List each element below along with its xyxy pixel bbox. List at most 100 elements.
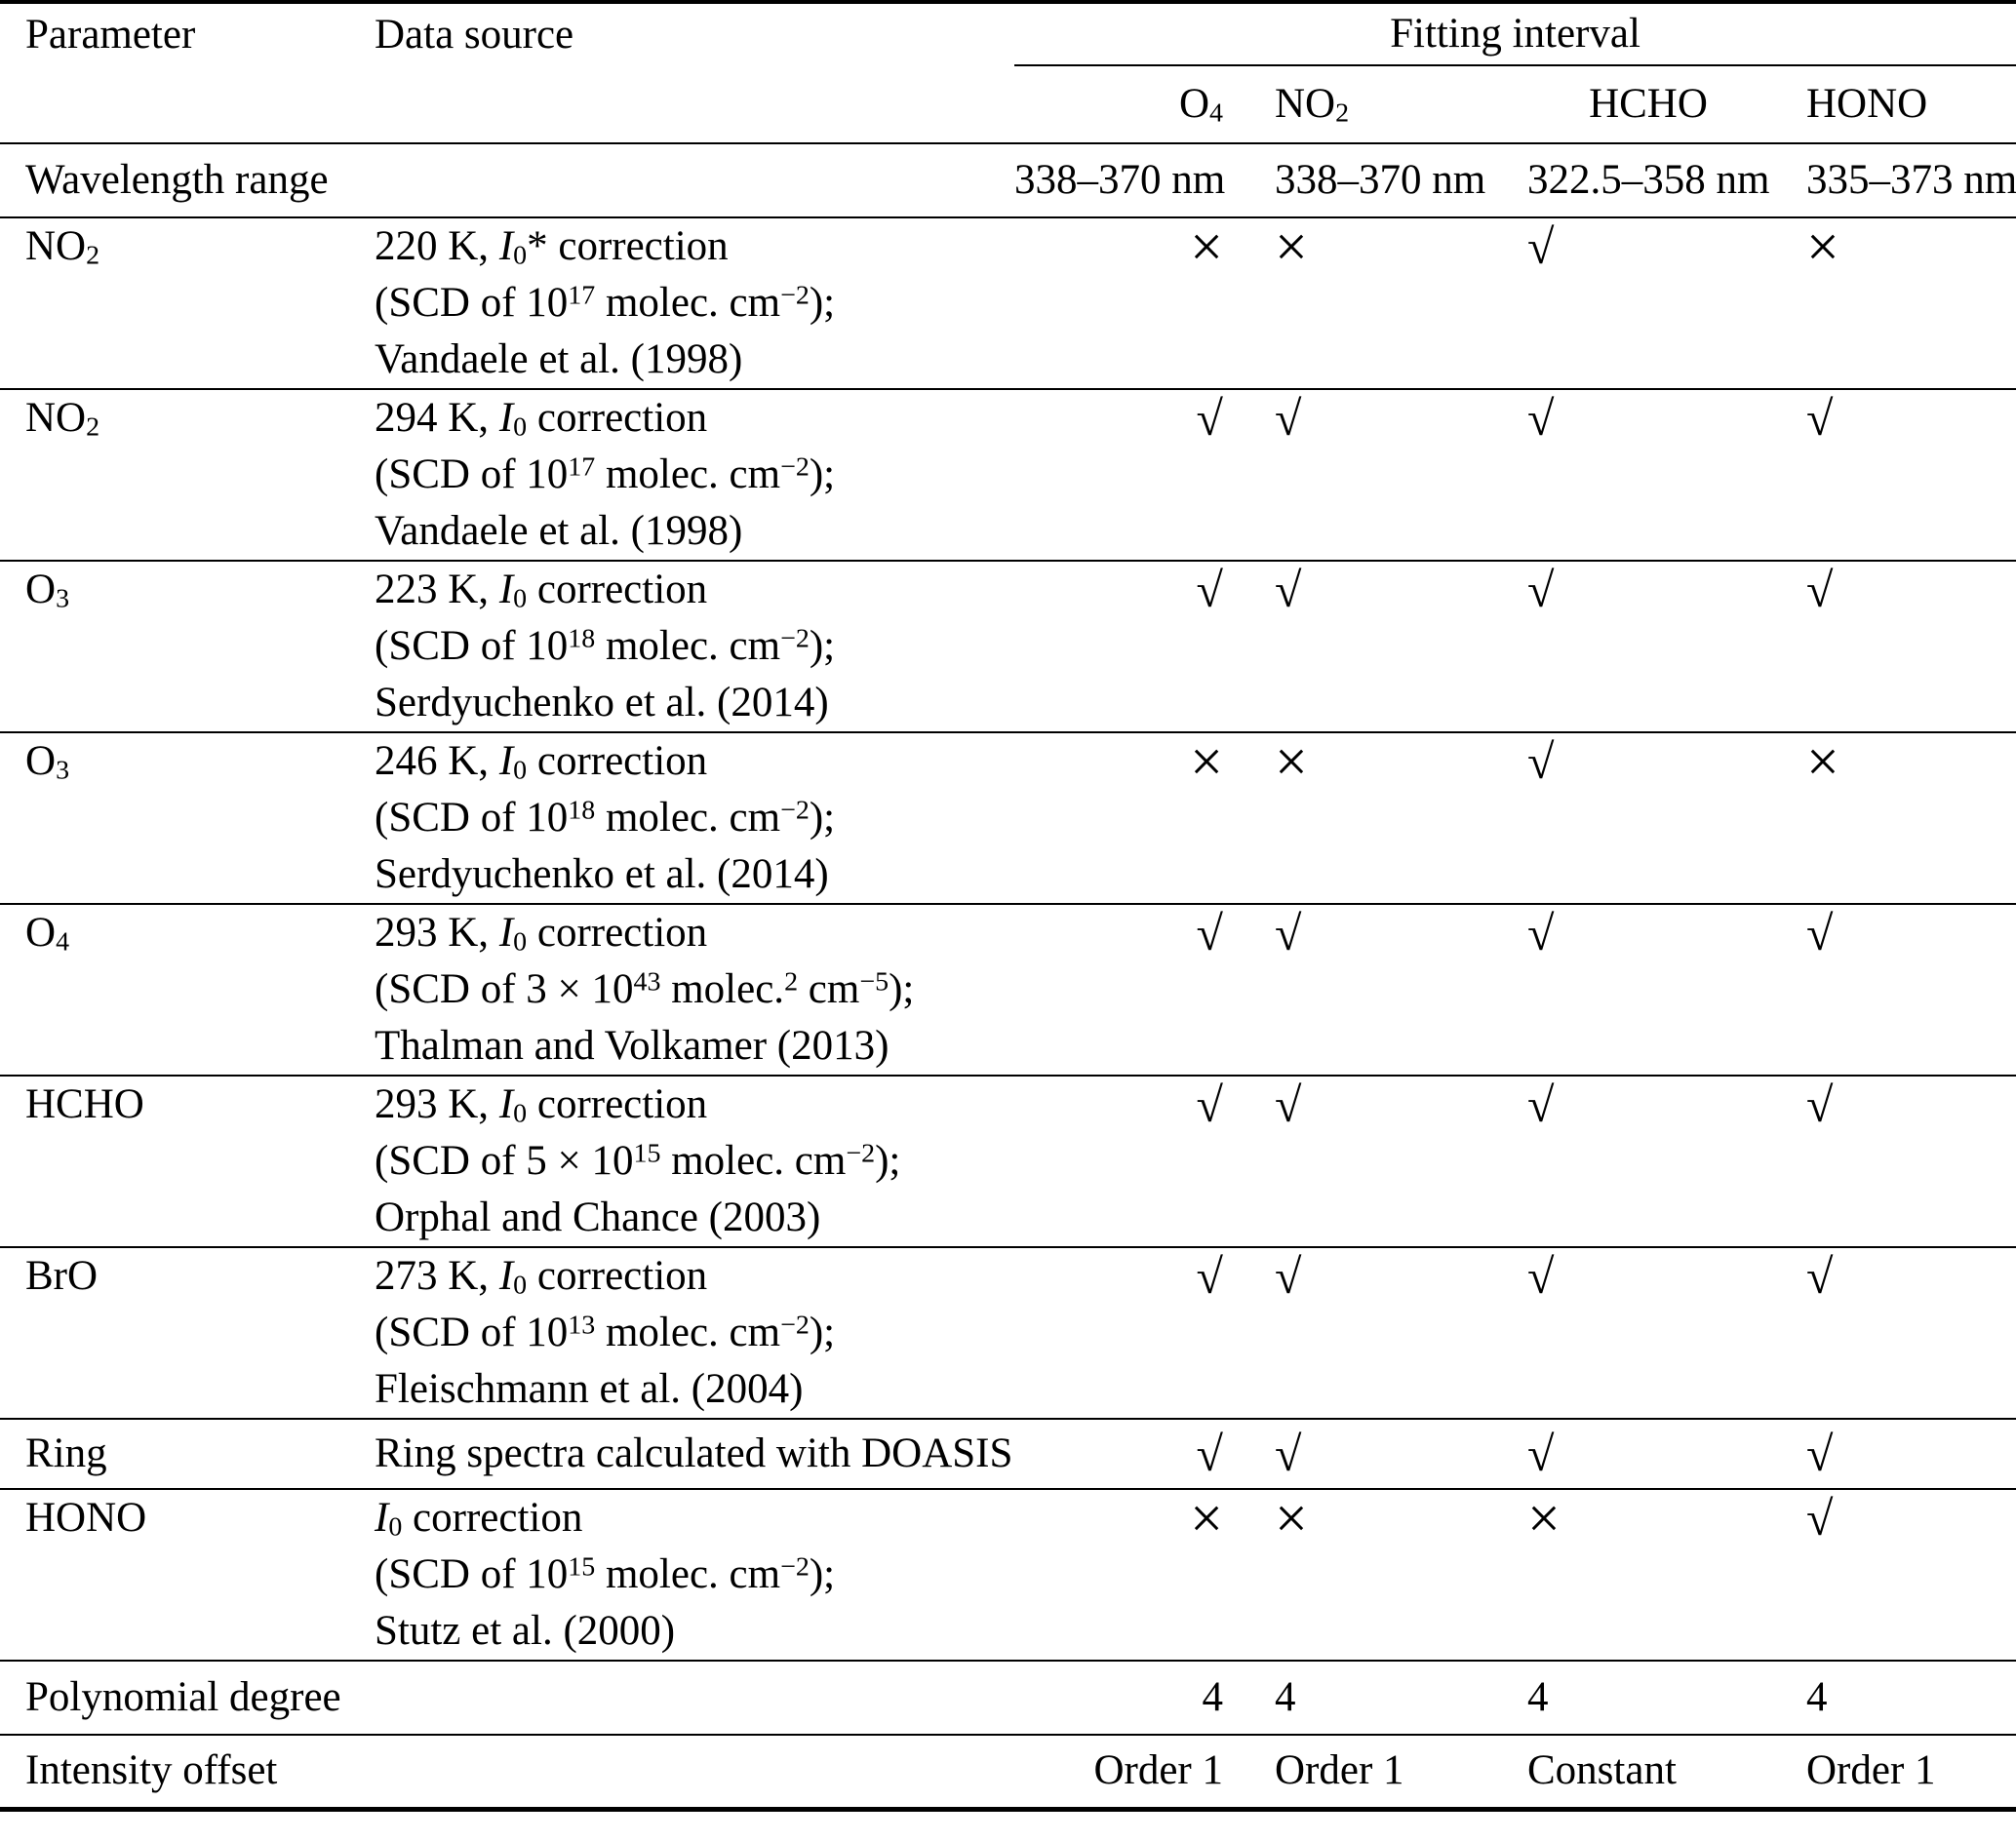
- cross-mark-cell: ×: [1790, 732, 2016, 905]
- check-mark-cell: √: [1258, 1419, 1507, 1490]
- check-mark-cell: √: [1258, 389, 1507, 562]
- check-mark-cell: √: [1014, 1419, 1258, 1490]
- source-line: (SCD of 1018 molec. cm−2);: [375, 623, 836, 669]
- source-line: Fleischmann et al. (2004): [375, 1366, 804, 1412]
- source-line: 223 K, I0 correction: [375, 567, 708, 614]
- fitting-interval-header: Fitting interval: [1014, 0, 2016, 66]
- column-header-hcho: HCHO: [1507, 65, 1790, 144]
- source-line: 293 K, I0 correction: [375, 910, 708, 958]
- source-line: 294 K, I0 correction: [375, 395, 708, 443]
- parameter-cell: O4: [0, 904, 375, 1077]
- check-mark-cell: √: [1258, 904, 1507, 1077]
- cross-mark-cell: ×: [1014, 1489, 1258, 1662]
- check-mark-cell: √: [1014, 389, 1258, 562]
- cross-mark-cell: ×: [1258, 1489, 1507, 1662]
- data-source-cell: [375, 143, 1014, 218]
- parameter-cell: Polynomial degree: [0, 1661, 375, 1736]
- source-line: (SCD of 5 × 1015 molec. cm−2);: [375, 1138, 901, 1184]
- parameter-cell: Ring: [0, 1419, 375, 1490]
- check-mark-cell: √: [1507, 1076, 1790, 1248]
- source-line: 220 K, I0* correction: [375, 223, 729, 271]
- data-source-cell: 273 K, I0 correction (SCD of 1013 molec. …: [375, 1247, 1014, 1420]
- parameter-cell: Wavelength range: [0, 143, 375, 218]
- check-mark-cell: √: [1507, 904, 1790, 1077]
- wavelength-value-cell: 338–370 nm: [1014, 143, 1258, 218]
- table-row: HONO I0 correction (SCD of 1015 molec. cm−…: [0, 1489, 2016, 1662]
- wavelength-value-cell: 335–373 nm: [1790, 143, 2016, 218]
- parameter-cell: HONO: [0, 1489, 375, 1662]
- data-source-cell: 293 K, I0 correction (SCD of 3 × 1043 mol…: [375, 904, 1014, 1077]
- value-cell: Order 1: [1790, 1735, 2016, 1812]
- source-line: (SCD of 1017 molec. cm−2);: [375, 280, 836, 326]
- value-cell: Order 1: [1014, 1735, 1258, 1812]
- cross-mark-cell: ×: [1014, 217, 1258, 390]
- data-source-cell: I0 correction (SCD of 1015 molec. cm−2); S…: [375, 1489, 1014, 1662]
- value-cell: Constant: [1507, 1735, 1790, 1812]
- value-cell: 4: [1507, 1661, 1790, 1736]
- wavelength-value-cell: 322.5–358 nm: [1507, 143, 1790, 218]
- column-header-hono: HONO: [1790, 65, 2016, 144]
- source-line: 273 K, I0 correction: [375, 1253, 708, 1301]
- table-row: O3 246 K, I0 correction (SCD of 1018 molec…: [0, 732, 2016, 905]
- check-mark-cell: √: [1507, 732, 1790, 905]
- header-row-top: Parameter Data source Fitting interval: [0, 0, 2016, 66]
- check-mark-cell: √: [1014, 1247, 1258, 1420]
- table-row: Polynomial degree 4 4 4 4: [0, 1661, 2016, 1736]
- table-row: Ring Ring spectra calculated with DOASIS √…: [0, 1419, 2016, 1490]
- parameter-cell: HCHO: [0, 1076, 375, 1248]
- value-cell: 4: [1790, 1661, 2016, 1736]
- parameter-cell: BrO: [0, 1247, 375, 1420]
- table-row: Intensity offset Order 1 Order 1 Constant Or…: [0, 1735, 2016, 1812]
- column-header-o4: O4: [1014, 65, 1258, 144]
- check-mark-cell: √: [1790, 904, 2016, 1077]
- cross-mark-cell: ×: [1507, 1489, 1790, 1662]
- table-row: NO2 220 K, I0* correction (SCD of 1017 mol…: [0, 217, 2016, 390]
- check-mark-cell: √: [1507, 1419, 1790, 1490]
- check-mark-cell: √: [1790, 561, 2016, 733]
- check-mark-cell: √: [1014, 904, 1258, 1077]
- source-line: 293 K, I0 correction: [375, 1081, 708, 1129]
- check-mark-cell: √: [1014, 1076, 1258, 1248]
- data-source-cell: 294 K, I0 correction (SCD of 1017 molec. …: [375, 389, 1014, 562]
- table-row: O4 293 K, I0 correction (SCD of 3 × 1043 m…: [0, 904, 2016, 1077]
- check-mark-cell: √: [1790, 1076, 2016, 1248]
- check-mark-cell: √: [1258, 561, 1507, 733]
- table-row: O3 223 K, I0 correction (SCD of 1018 molec…: [0, 561, 2016, 733]
- parameter-cell: NO2: [0, 389, 375, 562]
- source-line: Vandaele et al. (1998): [375, 336, 743, 382]
- value-cell: 4: [1014, 1661, 1258, 1736]
- parameter-cell: O3: [0, 561, 375, 733]
- check-mark-cell: √: [1507, 1247, 1790, 1420]
- source-line: (SCD of 1015 molec. cm−2);: [375, 1551, 836, 1597]
- cross-mark-cell: ×: [1790, 217, 2016, 390]
- source-line: 246 K, I0 correction: [375, 738, 708, 786]
- table-row: BrO 273 K, I0 correction (SCD of 1013 mole…: [0, 1247, 2016, 1420]
- header-row-species: O4 NO2 HCHO HONO: [0, 65, 2016, 144]
- check-mark-cell: √: [1790, 1247, 2016, 1420]
- parameter-cell: NO2: [0, 217, 375, 390]
- value-cell: Order 1: [1258, 1735, 1507, 1812]
- data-source-cell: 293 K, I0 correction (SCD of 5 × 1015 mol…: [375, 1076, 1014, 1248]
- source-line: (SCD of 1017 molec. cm−2);: [375, 451, 836, 497]
- data-source-cell: [375, 1661, 1014, 1736]
- table-row: HCHO 293 K, I0 correction (SCD of 5 × 1015…: [0, 1076, 2016, 1248]
- source-line: Stutz et al. (2000): [375, 1608, 676, 1654]
- table-row: NO2 294 K, I0 correction (SCD of 1017 mole…: [0, 389, 2016, 562]
- check-mark-cell: √: [1258, 1247, 1507, 1420]
- source-line: Thalman and Volkamer (2013): [375, 1023, 889, 1069]
- data-source-cell: 223 K, I0 correction (SCD of 1018 molec. …: [375, 561, 1014, 733]
- source-line: Orphal and Chance (2003): [375, 1195, 821, 1240]
- check-mark-cell: √: [1790, 1419, 2016, 1490]
- check-mark-cell: √: [1790, 389, 2016, 562]
- empty-header-cell: [0, 65, 375, 144]
- source-line: (SCD of 1013 molec. cm−2);: [375, 1310, 836, 1355]
- column-header-no2: NO2: [1258, 65, 1507, 144]
- check-mark-cell: √: [1507, 561, 1790, 733]
- empty-header-cell: [375, 65, 1014, 144]
- source-line: (SCD of 3 × 1043 molec.2 cm−5);: [375, 966, 915, 1012]
- wavelength-value-cell: 338–370 nm: [1258, 143, 1507, 218]
- cross-mark-cell: ×: [1258, 217, 1507, 390]
- data-source-cell: 246 K, I0 correction (SCD of 1018 molec. …: [375, 732, 1014, 905]
- data-source-cell: Ring spectra calculated with DOASIS: [375, 1419, 1014, 1490]
